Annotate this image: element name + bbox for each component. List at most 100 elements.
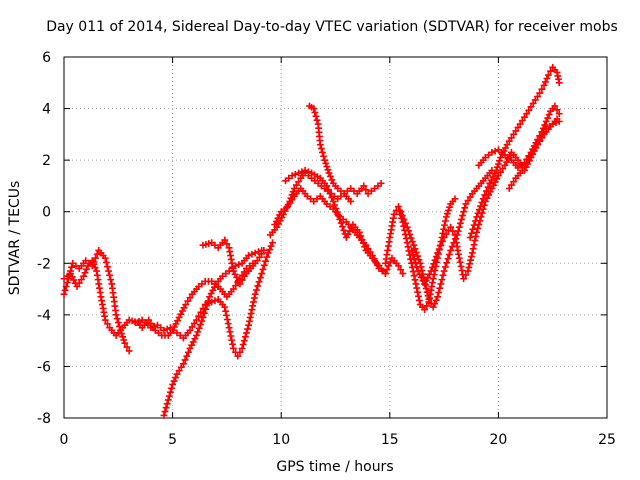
data-point (440, 234, 448, 241)
data-point (390, 210, 398, 218)
data-point (75, 279, 83, 287)
data-point (428, 264, 436, 271)
data-point (455, 254, 463, 262)
data-point (336, 216, 344, 223)
data-point (437, 241, 445, 249)
data-point (459, 212, 466, 219)
data-point (555, 79, 563, 87)
data-point (312, 112, 320, 120)
data-point (552, 119, 560, 127)
data-point (431, 300, 439, 308)
data-point (442, 263, 449, 271)
data-point (359, 239, 367, 247)
data-point (473, 228, 481, 236)
data-point (253, 286, 260, 294)
data-point (488, 149, 496, 156)
data-point (508, 181, 515, 189)
data-point (355, 228, 363, 236)
series-track-8 (306, 102, 355, 205)
data-point (408, 246, 415, 254)
data-point (468, 249, 476, 257)
data-point (395, 203, 402, 210)
data-point (442, 213, 450, 221)
data-point (483, 187, 490, 195)
data-point (249, 302, 257, 310)
data-point (328, 194, 336, 201)
data-point (458, 216, 465, 223)
data-point (518, 167, 526, 174)
data-point (258, 250, 266, 258)
data-point (335, 212, 342, 220)
data-point (547, 67, 554, 75)
data-point (445, 207, 452, 214)
data-point (340, 226, 348, 234)
data-point (529, 100, 537, 107)
data-point (119, 333, 127, 341)
data-point (439, 237, 446, 245)
data-point (399, 270, 407, 277)
data-point (255, 278, 263, 286)
data-point (460, 275, 468, 283)
data-point (264, 249, 272, 257)
data-point (168, 384, 175, 392)
data-point (301, 167, 309, 174)
data-point (115, 323, 123, 330)
data-point (403, 239, 411, 247)
data-point (523, 110, 531, 118)
data-point (497, 168, 504, 176)
data-point (412, 280, 420, 288)
data-point (245, 252, 253, 259)
data-point (263, 253, 271, 261)
data-point (358, 236, 366, 243)
data-point (186, 326, 194, 334)
data-point (404, 243, 412, 251)
data-point (319, 149, 326, 156)
data-point (441, 221, 448, 229)
data-point (415, 297, 423, 304)
y-tick-label: -2 (37, 256, 51, 272)
data-point (408, 238, 416, 246)
data-point (286, 199, 294, 207)
data-point (495, 172, 502, 180)
data-point (295, 178, 302, 186)
x-tick-label: 10 (272, 432, 290, 448)
data-point (236, 348, 244, 356)
data-point (357, 232, 365, 240)
data-point (163, 400, 171, 408)
data-point (324, 166, 332, 174)
data-point (251, 290, 259, 298)
data-point (293, 181, 300, 189)
data-point (106, 271, 114, 279)
data-point (80, 272, 87, 280)
data-point (199, 314, 207, 321)
data-point (468, 253, 475, 260)
data-point (197, 321, 204, 329)
data-point (253, 257, 261, 265)
data-point (407, 234, 415, 242)
data-point (471, 217, 479, 225)
series-track-4 (160, 246, 266, 419)
data-point (234, 352, 242, 360)
data-point (412, 249, 420, 256)
data-point (542, 118, 550, 125)
data-point (323, 163, 331, 170)
data-point (132, 319, 140, 326)
data-point (83, 265, 90, 273)
data-point (221, 303, 229, 311)
series-track-2 (60, 257, 257, 339)
data-point (449, 227, 457, 235)
data-point (256, 274, 264, 282)
data-point (125, 347, 133, 355)
data-point (415, 256, 423, 264)
data-point (518, 117, 526, 125)
data-point (469, 225, 477, 233)
series-track-12 (408, 115, 561, 288)
data-point (544, 114, 552, 122)
data-point (325, 186, 332, 194)
data-point (461, 204, 469, 212)
data-point (288, 196, 296, 204)
data-point (245, 321, 253, 329)
data-point (437, 280, 445, 288)
data-point (415, 292, 422, 300)
data-point (439, 271, 447, 279)
